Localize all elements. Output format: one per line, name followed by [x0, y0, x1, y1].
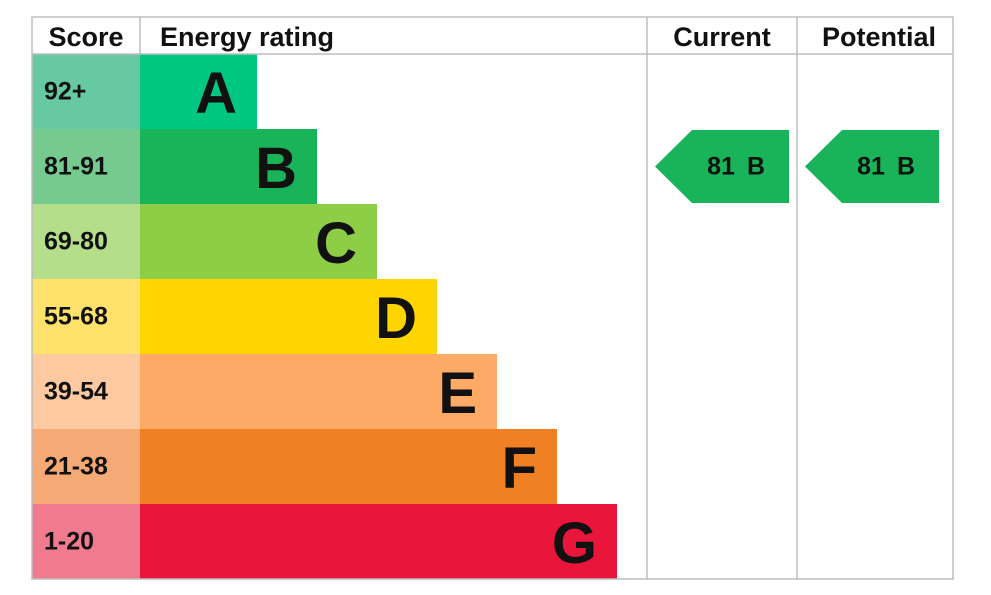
current-score: 81 — [707, 153, 735, 181]
potential-score: 81 — [857, 153, 885, 181]
score-range: 1-20 — [44, 528, 94, 556]
score-cell — [32, 129, 140, 204]
score-cell — [32, 54, 140, 129]
score-range: 55-68 — [44, 303, 108, 331]
score-range: 69-80 — [44, 228, 108, 256]
potential-rating: B — [897, 153, 915, 181]
rating-bar — [140, 279, 437, 354]
current-arrow — [655, 130, 789, 203]
table-border — [31, 16, 954, 580]
rating-letter: E — [438, 361, 477, 426]
header-energy-rating: Energy rating — [160, 22, 334, 52]
score-cell — [32, 204, 140, 279]
rating-letter: C — [315, 211, 357, 276]
score-cell — [32, 429, 140, 504]
current-rating: B — [747, 153, 765, 181]
rating-bar — [140, 54, 257, 129]
rating-letter: D — [375, 286, 417, 351]
rating-bar — [140, 504, 617, 579]
rating-letter: A — [195, 61, 237, 126]
potential-arrow — [805, 130, 939, 203]
rating-letter: F — [502, 436, 537, 501]
header-score: Score — [48, 22, 123, 52]
header-current: Current — [673, 22, 771, 52]
score-range: 39-54 — [44, 378, 108, 406]
rating-bar — [140, 204, 377, 279]
score-range: 92+ — [44, 78, 86, 106]
score-range: 21-38 — [44, 453, 108, 481]
score-cell — [32, 279, 140, 354]
rating-bar — [140, 129, 317, 204]
rating-letter: B — [255, 136, 297, 201]
score-cell — [32, 504, 140, 579]
rating-bar — [140, 429, 557, 504]
rating-letter: G — [552, 511, 597, 576]
header-potential: Potential — [822, 22, 936, 52]
score-cell — [32, 354, 140, 429]
score-range: 81-91 — [44, 153, 108, 181]
rating-bar — [140, 354, 497, 429]
